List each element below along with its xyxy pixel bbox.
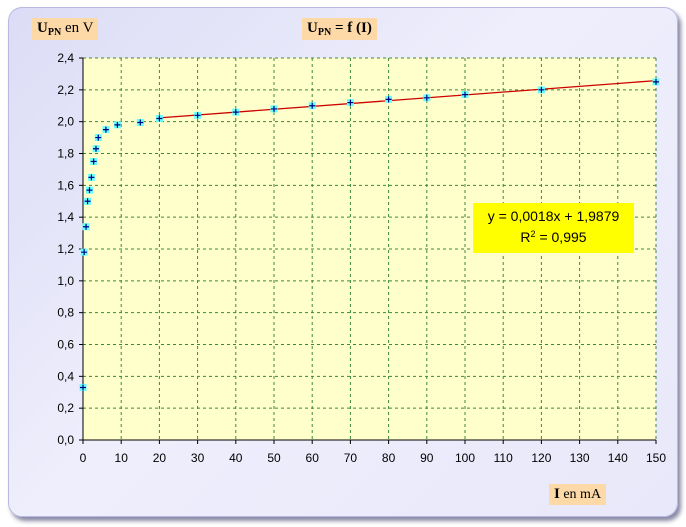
data-point — [346, 99, 354, 107]
y-tick-label: 0,4 — [57, 369, 74, 383]
data-point — [92, 145, 100, 153]
y-tick-label: 0,6 — [57, 338, 74, 352]
x-tick-label: 120 — [531, 451, 551, 465]
data-point — [113, 121, 121, 129]
data-point — [537, 86, 545, 94]
y-tick-label: 0,2 — [57, 401, 74, 415]
y-tick-label: 1,8 — [57, 147, 74, 161]
data-point — [102, 126, 110, 134]
data-point-cross — [538, 86, 545, 93]
data-point — [423, 94, 431, 102]
data-point-cross — [653, 78, 659, 85]
data-point-cross — [92, 145, 99, 152]
data-point-cross — [80, 384, 86, 391]
y-tick-label: 0,0 — [57, 433, 74, 447]
x-tick-label: 70 — [344, 451, 358, 465]
x-tick-label: 140 — [608, 451, 628, 465]
x-tick-label: 20 — [153, 451, 167, 465]
data-point — [85, 186, 93, 194]
data-point — [87, 173, 95, 181]
y-tick-label: 1,4 — [57, 210, 74, 224]
data-point-cross — [95, 134, 102, 141]
data-point-cross — [88, 174, 95, 181]
y-tick-label: 2,2 — [57, 83, 74, 97]
data-point-cross — [86, 187, 93, 194]
y-tick-label: 0,8 — [57, 306, 74, 320]
data-point — [82, 223, 90, 231]
data-point — [90, 157, 98, 165]
x-tick-label: 50 — [267, 451, 281, 465]
chart-title: UPN = f (I) — [302, 18, 377, 40]
data-point — [84, 197, 92, 205]
data-point — [270, 105, 278, 113]
data-point-cross — [347, 99, 354, 106]
y-tick-label: 1,0 — [57, 274, 74, 288]
data-point — [385, 95, 393, 103]
data-point-cross — [102, 126, 109, 133]
data-point-cross — [83, 223, 90, 230]
y-axis-label: UPN en V — [32, 18, 99, 40]
x-tick-label: 40 — [229, 451, 243, 465]
y-tick-label: 2,4 — [57, 51, 74, 65]
data-point-cross — [462, 91, 468, 98]
x-axis-label: I en mA — [549, 484, 607, 505]
x-tick-label: 130 — [570, 451, 590, 465]
x-tick-label: 110 — [494, 451, 513, 465]
data-point — [232, 108, 240, 116]
data-point — [652, 78, 660, 86]
data-point-cross — [137, 119, 144, 126]
trendline-equation: y = 0,0018x + 1,9879 R2 = 0,995 — [473, 203, 634, 253]
equation-text: y = 0,0018x + 1,9879 — [487, 208, 620, 224]
x-tick-label: 90 — [420, 451, 434, 465]
data-point-cross — [232, 109, 239, 116]
x-tick-label: 10 — [115, 451, 129, 465]
data-point-cross — [114, 121, 121, 128]
x-tick-label: 30 — [191, 451, 205, 465]
data-point-cross — [271, 105, 277, 112]
x-tick-label: 150 — [646, 451, 666, 465]
data-point — [461, 91, 469, 99]
x-tick-label: 100 — [455, 451, 475, 465]
data-point-cross — [423, 94, 430, 101]
data-point-cross — [194, 112, 201, 119]
y-tick-label: 1,2 — [57, 242, 74, 256]
data-point-cross — [385, 96, 392, 103]
data-point — [194, 111, 202, 119]
x-tick-label: 60 — [306, 451, 320, 465]
data-point — [94, 134, 102, 142]
data-point — [308, 102, 316, 110]
data-point-cross — [81, 249, 88, 256]
y-tick-label: 2,0 — [57, 115, 74, 129]
data-point-cross — [84, 198, 91, 205]
r-squared-text: R2 = 0,995 — [520, 229, 587, 245]
x-tick-label: 0 — [80, 451, 87, 465]
trendline — [159, 79, 657, 119]
data-point-cross — [90, 158, 97, 165]
y-tick-label: 1,6 — [57, 178, 74, 192]
data-point — [80, 248, 88, 256]
data-point — [155, 114, 163, 122]
x-tick-label: 80 — [382, 451, 396, 465]
data-point — [79, 383, 87, 391]
data-point — [136, 118, 144, 126]
data-point-cross — [309, 102, 316, 109]
data-point-cross — [156, 115, 163, 122]
